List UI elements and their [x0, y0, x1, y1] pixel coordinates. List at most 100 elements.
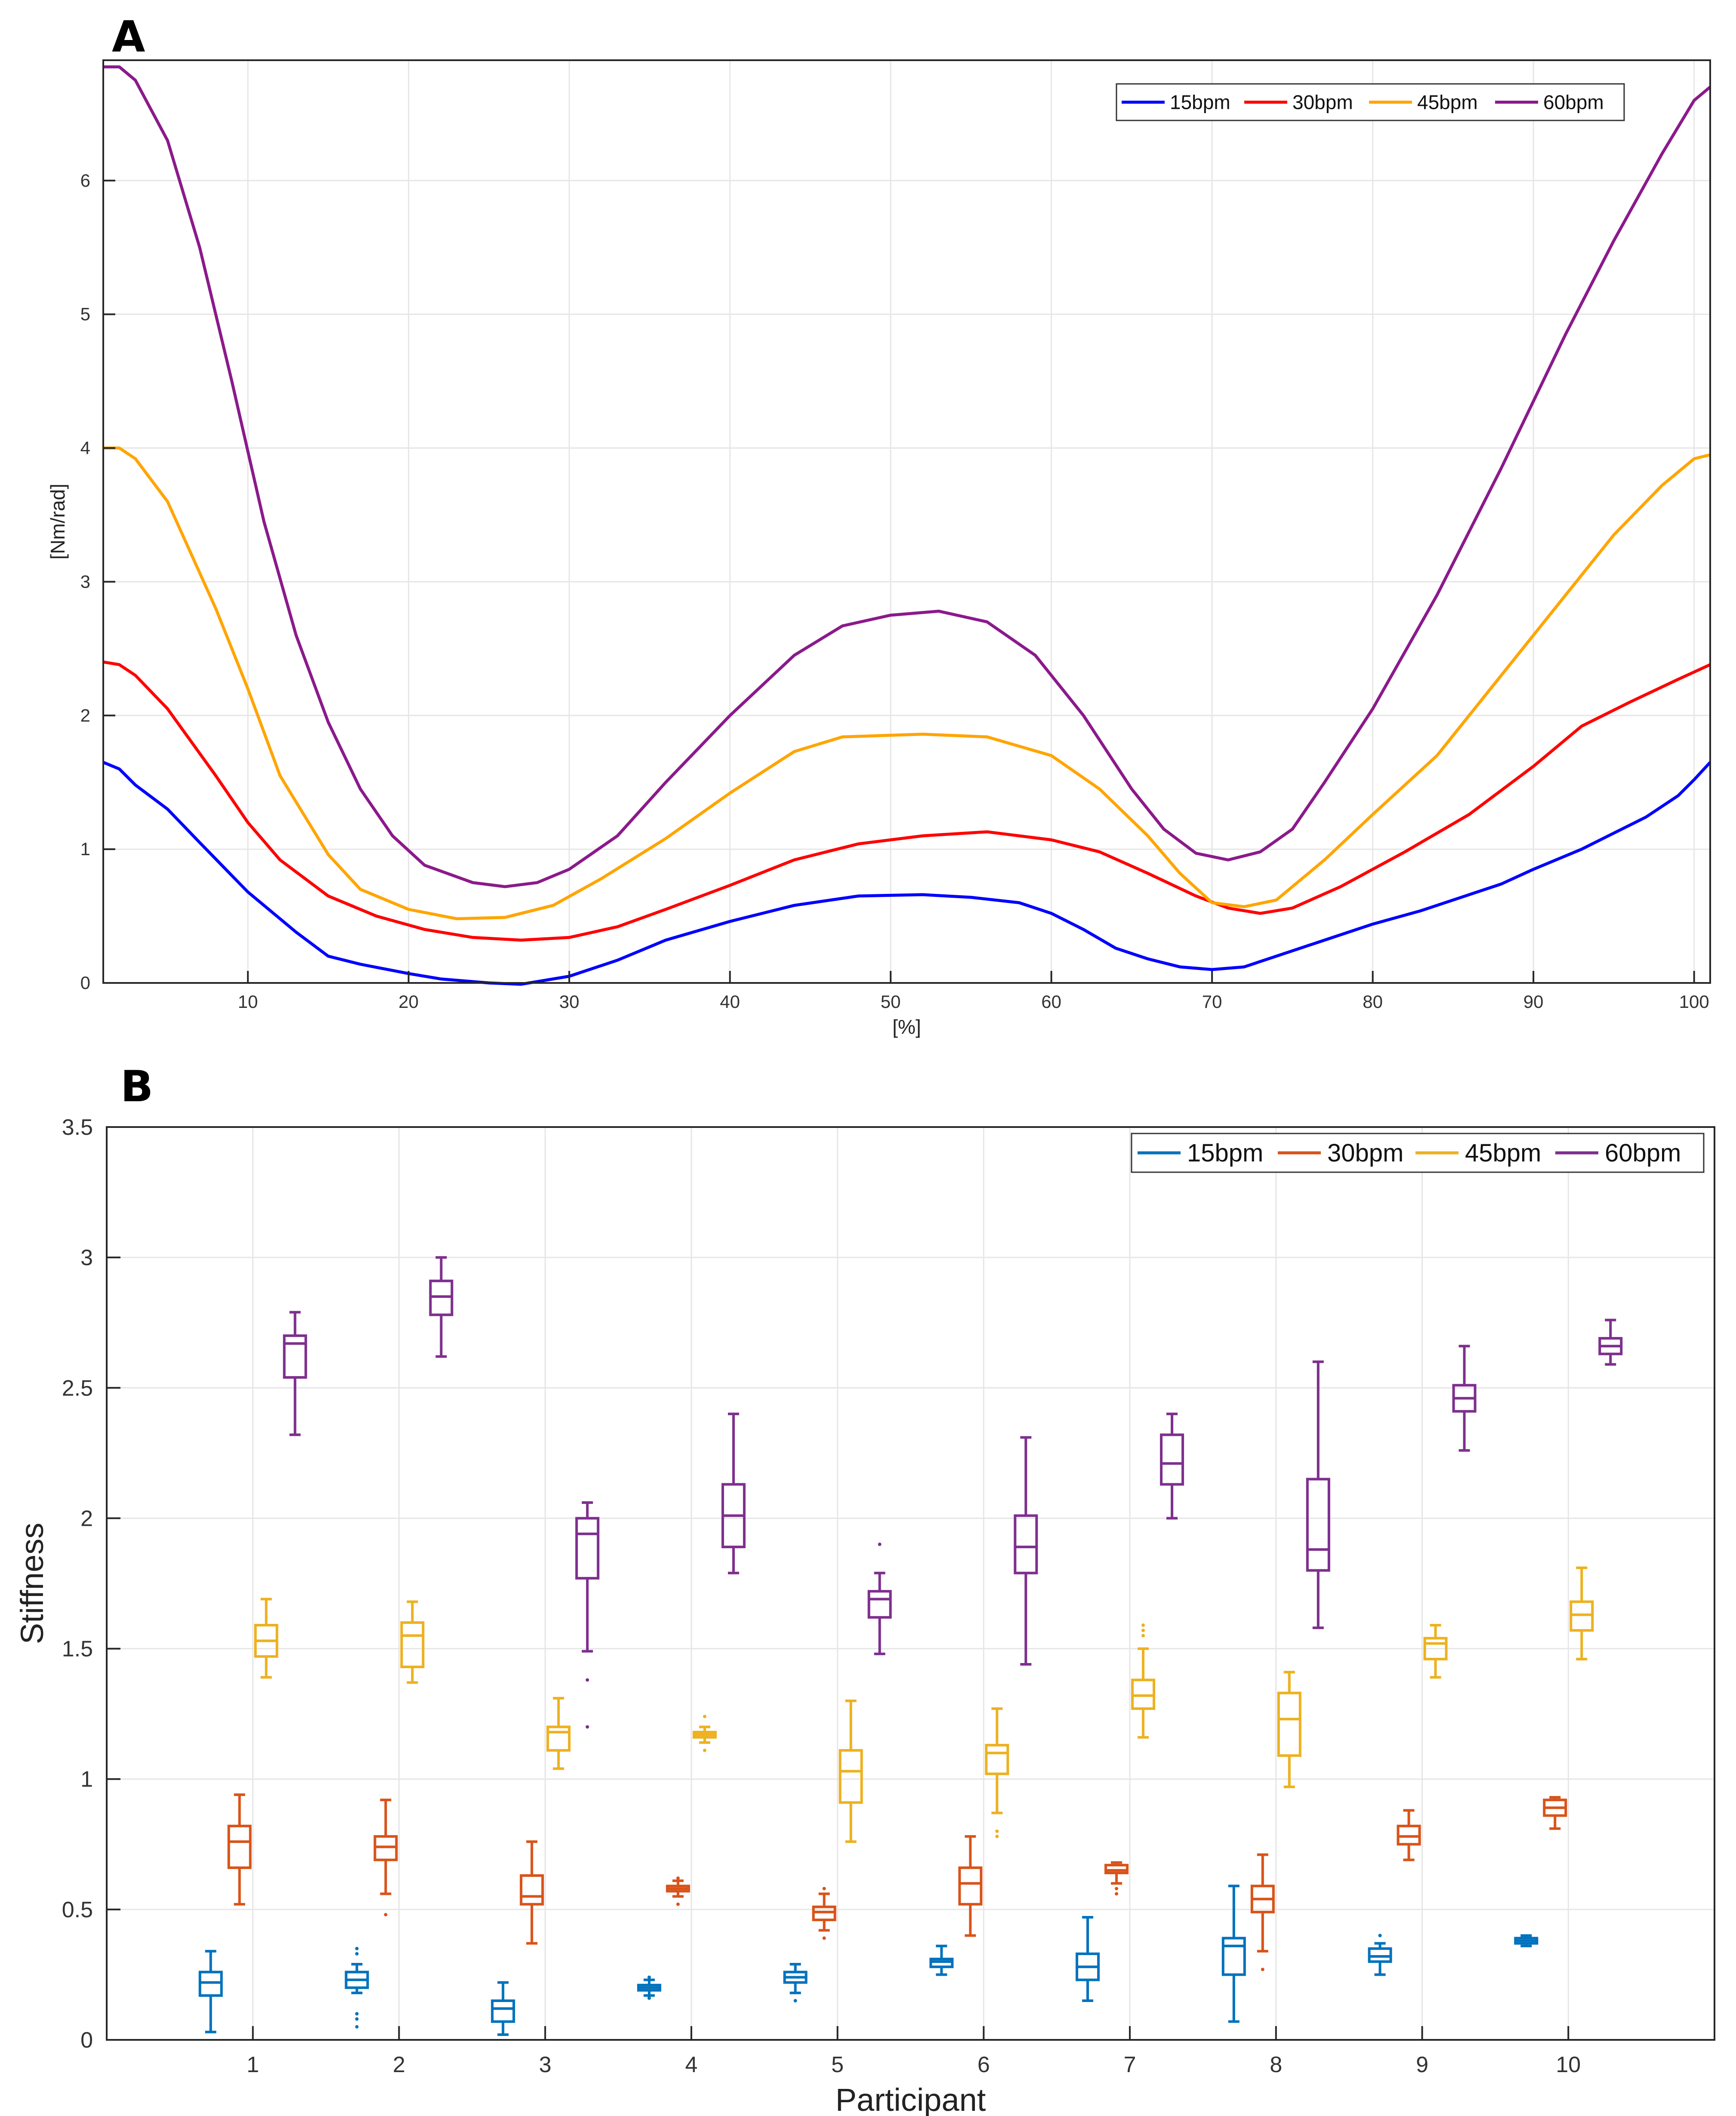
outlier-point	[647, 1996, 651, 2000]
box-30bpm-participant-1	[227, 1793, 252, 1906]
outlier-point	[1141, 1629, 1145, 1632]
box-60bpm-participant-3	[575, 1501, 600, 1729]
x-tick-label: 80	[1363, 992, 1383, 1012]
outlier-point	[355, 2025, 359, 2029]
stiffness-boxplot-chart: 1 2 3 4 5 6 7 8 9 10 0 0.5 1 1.5 2 2.5 3 3.5 Participant St…	[14, 1115, 1715, 2116]
outlier-point	[355, 2017, 359, 2021]
iqr-box	[1397, 1824, 1421, 1846]
outlier-point	[1115, 1892, 1119, 1896]
box-45bpm-participant-6	[985, 1707, 1009, 1839]
box-30bpm-participant-6	[958, 1835, 983, 1937]
iqr-box	[520, 1874, 544, 1906]
y-axis-label: [Nm/rad]	[46, 484, 69, 559]
series-line-45bpm	[103, 447, 1711, 921]
box-60bpm-participant-10	[1598, 1318, 1623, 1366]
series-line-30bpm	[103, 660, 1711, 942]
y-tick-label: 0	[80, 2028, 93, 2053]
y-tick-label: 2.5	[62, 1376, 93, 1401]
x-tick-label: 20	[398, 992, 419, 1012]
iqr-box	[373, 1835, 398, 1861]
iqr-box	[958, 1866, 983, 1906]
y-tick-label: 6	[80, 170, 90, 191]
iqr-box	[812, 1905, 836, 1922]
box-15bpm-participant-8	[1221, 1885, 1246, 2023]
x-tick-label: 10	[238, 992, 258, 1012]
box-45bpm-participant-5	[839, 1699, 863, 1843]
box-60bpm-participant-8	[1306, 1360, 1330, 1629]
y-tick-label: 3	[80, 1245, 93, 1270]
iqr-box	[491, 1999, 515, 2023]
box-30bpm-participant-2	[373, 1799, 398, 1916]
outlier-point	[1141, 1623, 1145, 1627]
box-30bpm-participant-4	[666, 1876, 690, 1906]
y-axis-label: Stiffness	[14, 1523, 50, 1644]
outlier-point	[878, 1543, 882, 1546]
outlier-point	[995, 1835, 999, 1839]
x-tick-label: 4	[685, 2052, 697, 2077]
iqr-box	[575, 1517, 600, 1580]
box-45bpm-participant-9	[1423, 1624, 1448, 1679]
iqr-box	[1104, 1863, 1129, 1874]
iqr-box	[1160, 1433, 1184, 1486]
iqr-box	[1014, 1514, 1038, 1574]
x-tick-label: 3	[539, 2052, 552, 2077]
y-tick-label: 5	[80, 304, 90, 324]
outlier-point	[384, 1913, 388, 1916]
box-60bpm-participant-6	[1014, 1436, 1038, 1666]
x-tick-label: 8	[1270, 2052, 1282, 2077]
legend-entry: 15bpm	[1187, 1139, 1263, 1167]
legend-entry: 30bpm	[1327, 1139, 1403, 1167]
x-tick-label: 100	[1679, 992, 1709, 1012]
series-line-15bpm	[102, 761, 1711, 986]
box-15bpm-participant-4	[637, 1975, 661, 2000]
legend-entry: 45bpm	[1465, 1139, 1541, 1167]
y-tick-label: 3	[80, 571, 90, 591]
x-tick-label: 30	[559, 992, 580, 1012]
iqr-box	[1277, 1691, 1301, 1757]
y-tick-label: 2	[80, 1506, 93, 1531]
iqr-box	[283, 1334, 307, 1379]
x-axis-label: Participant	[836, 2082, 986, 2116]
box-15bpm-participant-7	[1076, 1916, 1100, 2002]
x-tick-label: 50	[881, 992, 901, 1012]
x-axis-label: [%]	[892, 1016, 921, 1038]
box-15bpm-participant-10	[1514, 1934, 1539, 1947]
outlier-point	[822, 1887, 826, 1891]
iqr-box	[1221, 1937, 1246, 1976]
outlier-point	[676, 1876, 680, 1880]
outlier-point	[647, 1975, 651, 1979]
iqr-box	[1131, 1679, 1156, 1710]
iqr-box	[985, 1743, 1009, 1775]
box-45bpm-participant-3	[546, 1697, 571, 1770]
x-tick-label: 60	[1041, 992, 1061, 1012]
x-tick-label: 70	[1202, 992, 1222, 1012]
box-30bpm-participant-8	[1250, 1853, 1275, 1971]
plot-area-b	[107, 1127, 1714, 2040]
outlier-point	[586, 1678, 589, 1682]
iqr-box	[198, 1971, 223, 1997]
legend-entry: 45bpm	[1417, 91, 1478, 114]
box-60bpm-participant-4	[721, 1412, 746, 1574]
iqr-box	[1569, 1600, 1594, 1632]
legend-entry: 60bpm	[1605, 1139, 1681, 1167]
x-tick-label: 5	[831, 2052, 844, 2077]
legend-entry: 15bpm	[1170, 91, 1230, 114]
box-30bpm-participant-7	[1104, 1861, 1129, 1896]
box-60bpm-participant-2	[429, 1256, 453, 1358]
y-tick-label: 1	[80, 1767, 93, 1792]
axes-box-b	[106, 1126, 1715, 2041]
y-tick-label: 0	[80, 973, 90, 993]
x-tick-label: 40	[720, 992, 740, 1012]
box-30bpm-participant-3	[520, 1840, 544, 1945]
outlier-point	[822, 1936, 826, 1940]
panel-b-label: B	[120, 1061, 153, 1112]
box-45bpm-participant-8	[1277, 1671, 1301, 1788]
y-tick-label: 1.5	[62, 1637, 93, 1662]
outlier-point	[355, 1952, 359, 1956]
x-tick-label: 90	[1523, 992, 1544, 1012]
iqr-box	[1423, 1637, 1448, 1660]
outlier-point	[1115, 1887, 1119, 1891]
outlier-point	[355, 2012, 359, 2016]
iqr-box	[839, 1749, 863, 1804]
